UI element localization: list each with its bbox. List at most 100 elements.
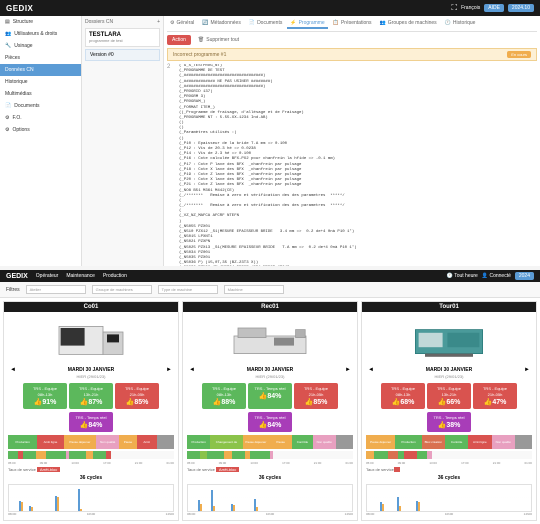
kpi-box: TRS - Equipe21h-05h👍85% — [294, 383, 338, 409]
expand-icon[interactable]: ⛶ — [451, 3, 457, 13]
tab[interactable]: 🔄Métadonnées — [199, 19, 244, 29]
sidebar-item[interactable]: ⚙F.O. — [0, 112, 81, 124]
prev-icon[interactable]: ◄ — [189, 367, 195, 373]
tab-icon: 🕐 — [445, 20, 451, 28]
dash-nav-item[interactable]: Maintenance — [66, 273, 95, 280]
program-status-title: Incorrect programme #1 — [173, 52, 226, 58]
version-item[interactable]: Version #0 — [85, 49, 160, 61]
filter-groupe[interactable]: Groupe de machines — [92, 285, 152, 294]
mid-panel: Dossiers CN + TESTLARA programme de test… — [82, 16, 164, 266]
dash-card: Tour01◄MARDI 30 JANVIER►HIER (29/01/23)T… — [361, 301, 537, 521]
prev-icon[interactable]: ◄ — [10, 367, 16, 373]
kpi-box: TRS - Equipe13h-21h👍66% — [427, 383, 471, 409]
sidebar-item[interactable]: 📄Documents — [0, 100, 81, 112]
bar-chart — [8, 484, 174, 512]
tab-icon: ⚙ — [170, 20, 174, 28]
tab-icon: 👥 — [380, 20, 386, 28]
cycles: 36 cycles — [8, 475, 174, 481]
sidebar-icon: ⚙ — [5, 127, 9, 133]
kpi-box: TRS - Equipe13h-21h👍87% — [69, 383, 113, 409]
sidebar-item[interactable]: Historique — [0, 76, 81, 88]
program-sub: programme de test — [89, 38, 156, 43]
kpi-box: TRS - Equipe08h-13h👍91% — [23, 383, 67, 409]
sidebar: ▤Structure👥Utilisateurs & droits🔧Usinage… — [0, 16, 82, 266]
next-icon[interactable]: ► — [524, 367, 530, 373]
status-badge: En cours — [507, 51, 531, 58]
dash-nav: GEDIX Opérateur Maintenance Production — [6, 273, 127, 280]
tab[interactable]: ⚙Général — [167, 19, 197, 29]
kpi-box: TRS - Temps réel👍84% — [248, 383, 292, 409]
program-status-bar: Incorrect programme #1 En cours — [167, 48, 537, 61]
prev-icon[interactable]: ◄ — [368, 367, 374, 373]
machine-image — [8, 316, 174, 364]
trash-icon: 🗑 — [198, 37, 204, 43]
tab[interactable]: ⚡Programme — [287, 19, 327, 29]
timeline — [187, 451, 353, 459]
dash-nav-item[interactable]: Opérateur — [36, 273, 59, 280]
date-row: ◄MARDI 30 JANVIER► — [8, 367, 174, 373]
next-icon[interactable]: ► — [166, 367, 172, 373]
legend: Pause déjeunerProductionBloc créationCon… — [366, 435, 532, 449]
tab[interactable]: 👥Groupes de machines — [377, 19, 440, 29]
cycles: 36 cycles — [366, 475, 532, 481]
kpi-box: TRS - Temps réel👍84% — [248, 412, 292, 432]
date-row: ◄MARDI 30 JANVIER► — [187, 367, 353, 373]
legend: ProductionChangement dePause déjeunerPau… — [187, 435, 353, 449]
conn-label[interactable]: 👤 Connecté — [482, 273, 511, 279]
filter-bar: Filtres Atelier Groupe de machines Type … — [0, 282, 540, 298]
time-label[interactable]: 🕐 Tout heure — [447, 273, 478, 279]
line-number: 2 — [167, 64, 175, 266]
dash-header: GEDIX Opérateur Maintenance Production 🕐 To… — [0, 270, 540, 282]
tab-icon: 📋 — [333, 20, 339, 28]
dash-nav-item[interactable]: GEDIX — [6, 273, 28, 280]
action-button[interactable]: Action — [167, 35, 191, 45]
tab[interactable]: 🕐Historique — [442, 19, 479, 29]
sidebar-item[interactable]: 👥Utilisateurs & droits — [0, 28, 81, 40]
sidebar-item[interactable]: ⚙Options — [0, 124, 81, 136]
tab[interactable]: 📋Présentations — [330, 19, 375, 29]
date-sub: HIER (29/01/23) — [366, 374, 532, 379]
dash-card: Co01 ◄MARDI 30 JANVIER►HIER (29/01/23) TRS… — [3, 301, 179, 521]
tab-icon: 🔄 — [202, 20, 208, 28]
kpi-box: TRS - Equipe21h-05h👍47% — [473, 383, 517, 409]
bar-chart — [187, 484, 353, 512]
sidebar-item[interactable]: ▤Structure — [0, 16, 81, 28]
sidebar-icon: ▤ — [5, 19, 10, 25]
tab-icon: 📄 — [249, 20, 255, 28]
kpi-box: TRS - Temps réel👍38% — [427, 412, 471, 432]
sidebar-icon: 📄 — [5, 103, 11, 109]
legend: ProductionArrêt lignePause déjeunerNon q… — [8, 435, 174, 449]
sidebar-item[interactable]: 🔧Usinage — [0, 40, 81, 52]
top-header: GEDIX ⛶ François AIDE 2024.10 — [0, 0, 540, 16]
sidebar-icon: 👥 — [5, 31, 11, 37]
sidebar-icon: 🔧 — [5, 43, 11, 49]
card-header: Tour01 — [362, 302, 536, 312]
filter-machine[interactable]: Machine — [224, 285, 284, 294]
sidebar-item[interactable]: Multimédias — [0, 88, 81, 100]
timeline — [8, 451, 174, 459]
next-icon[interactable]: ► — [345, 367, 351, 373]
bar-chart — [366, 484, 532, 512]
sidebar-item[interactable]: Données CN — [0, 64, 81, 76]
user-name[interactable]: François — [461, 5, 480, 11]
filter-type[interactable]: Type de machine — [158, 285, 218, 294]
filter-atelier[interactable]: Atelier — [26, 285, 86, 294]
dash-badge: 2024 — [515, 272, 534, 280]
sidebar-item[interactable]: Pièces — [0, 52, 81, 64]
delete-button[interactable]: 🗑Supprimer tout — [195, 35, 242, 45]
add-icon[interactable]: + — [157, 19, 160, 25]
card-header: Co01 — [4, 302, 178, 312]
dash-nav-item[interactable]: Production — [103, 273, 127, 280]
kpi-box: TRS - Temps réel👍84% — [69, 412, 113, 432]
help-badge[interactable]: AIDE — [484, 4, 504, 12]
tab[interactable]: 📄Documents — [246, 19, 286, 29]
code-content[interactable]: ( G_S_TESTPROG_NT) (_PROGRAMME DE TEST (… — [179, 64, 537, 266]
tabs: ⚙Général🔄Métadonnées📄Documents⚡Programme… — [167, 19, 537, 32]
date-sub: HIER (29/01/23) — [8, 374, 174, 379]
machine-image — [366, 316, 532, 364]
machine-image — [187, 316, 353, 364]
breadcrumb[interactable]: Dossiers CN — [85, 19, 113, 25]
card-header: Rec01 — [183, 302, 357, 312]
program-item[interactable]: TESTLARA programme de test — [85, 28, 160, 47]
version-badge: 2024.10 — [508, 4, 534, 12]
